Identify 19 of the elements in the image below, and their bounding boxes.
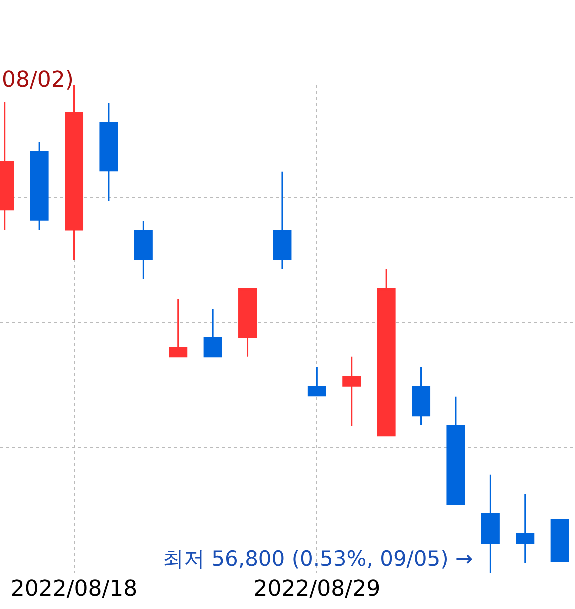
x-tick-label: 2022/08/29 [254,577,381,602]
candlestick [342,356,362,427]
candlestick [377,268,396,437]
candlestick [481,474,500,573]
candlestick [550,519,570,563]
candlestick [100,102,118,202]
x-tick-label: 2022/08/18 [10,577,138,602]
candlestick [204,308,222,358]
candlestick [30,141,49,231]
annotation: 08/02) [2,68,74,93]
candlestick [446,396,466,505]
candlestick [134,220,153,280]
candlestick [516,493,535,564]
candlestick [412,366,431,426]
candlestick [169,298,188,358]
candlestick [308,366,326,397]
annotation: 최저 56,800 (0.53%, 09/05) → [163,547,474,571]
candlestick [273,171,292,270]
candlestick [238,288,258,358]
